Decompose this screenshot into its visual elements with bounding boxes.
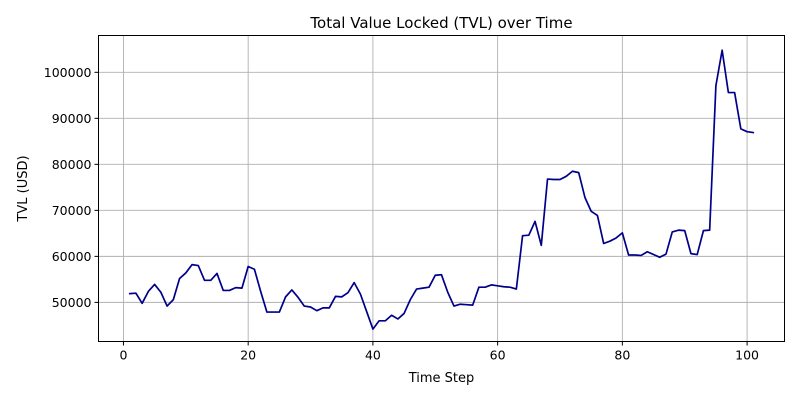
y-tick-label: 100000 [44,65,92,80]
x-tick-label: 80 [614,348,630,363]
x-tick-label: 0 [119,348,127,363]
y-tick-label: 90000 [52,111,92,126]
x-tick-label: 100 [735,348,759,363]
x-axis-label: Time Step [408,371,475,386]
y-tick-label: 50000 [52,295,92,310]
chart-title: Total Value Locked (TVL) over Time [309,14,572,32]
plot-frame [98,35,785,342]
y-axis-label: TVL (USD) [16,155,31,222]
series-layer [128,49,755,330]
axis-ticks: 0 20 40 60 80 100 50000 60000 70000 80000 90000 100… [44,65,759,363]
x-tick-label: 40 [365,348,381,363]
tvl-series-line [128,49,755,330]
grid-lines [98,35,785,342]
y-tick-label: 80000 [52,157,92,172]
y-tick-label: 70000 [52,203,92,218]
x-tick-label: 20 [240,348,256,363]
x-tick-label: 60 [490,348,506,363]
y-tick-label: 60000 [52,249,92,264]
